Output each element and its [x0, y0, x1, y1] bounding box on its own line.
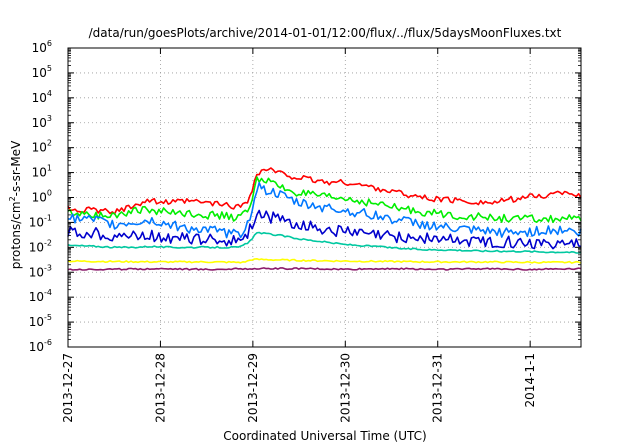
y-tick-label: 10-1: [29, 213, 52, 229]
series-layer: [67, 167, 582, 271]
y-tick-base: 10: [32, 91, 47, 105]
series-line: [67, 181, 582, 239]
y-tick-label: 10-4: [29, 288, 52, 304]
series-line: [67, 167, 582, 215]
y-tick-label: 102: [32, 139, 52, 155]
y-tick-label: 10-3: [29, 263, 52, 279]
y-axis-label-sup: 2: [8, 196, 17, 201]
y-tick-labels: 10-610-510-410-310-210-11001011021031041…: [29, 39, 52, 354]
chart-title: /data/run/goesPlots/archive/2014-01-01/1…: [89, 26, 562, 40]
y-tick-exp: 3: [47, 114, 52, 123]
y-tick-base: 10: [29, 290, 44, 304]
y-tick-label: 104: [32, 89, 52, 105]
y-tick-exp: 2: [47, 139, 52, 148]
y-tick-exp: 1: [47, 164, 52, 173]
y-tick-base: 10: [29, 240, 44, 254]
y-tick-exp: -2: [44, 238, 52, 247]
y-tick-base: 10: [32, 41, 47, 55]
y-tick-label: 103: [32, 114, 52, 130]
series-line: [67, 267, 582, 271]
y-tick-base: 10: [32, 166, 47, 180]
y-tick-label: 101: [32, 164, 52, 180]
y-tick-exp: 4: [47, 89, 52, 98]
x-tick-labels: 2013-12-27 2013-12-28 2013-12-29 2013-12-30…: [61, 353, 537, 423]
y-tick-base: 10: [32, 141, 47, 155]
y-tick-exp: -4: [44, 288, 52, 297]
y-tick-base: 10: [32, 191, 47, 205]
y-tick-exp: 5: [47, 64, 52, 73]
x-tick-label: 2013-12-30: [338, 353, 352, 423]
x-axis-label: Coordinated Universal Time (UTC): [223, 429, 426, 443]
y-tick-base: 10: [32, 66, 47, 80]
y-axis-label: protons/cm2-s-sr-MeV: [8, 140, 23, 269]
y-tick-exp: -3: [44, 263, 52, 272]
y-tick-base: 10: [29, 340, 44, 354]
y-tick-base: 10: [29, 265, 44, 279]
y-tick-exp: -1: [44, 213, 52, 222]
series-line: [67, 176, 582, 224]
x-tick-label: 2013-12-28: [153, 353, 167, 423]
series-line: [67, 209, 582, 250]
y-tick-label: 10-2: [29, 238, 52, 254]
y-tick-base: 10: [29, 215, 44, 229]
y-tick-exp: -5: [44, 313, 52, 322]
y-axis-label-base: protons/cm: [9, 201, 23, 269]
y-tick-base: 10: [29, 315, 44, 329]
y-tick-label: 10-5: [29, 313, 52, 329]
y-tick-label: 100: [32, 189, 52, 205]
y-tick-exp: 0: [47, 189, 52, 198]
x-tick-label: 2013-12-31: [431, 353, 445, 423]
ticks: [67, 47, 581, 348]
y-tick-label: 10-6: [29, 338, 52, 354]
y-tick-label: 105: [32, 64, 52, 80]
series-line: [67, 257, 582, 264]
y-tick-exp: -6: [44, 338, 52, 347]
x-tick-label: 2014-1-1: [523, 353, 537, 407]
series-line: [67, 231, 582, 254]
x-tick-label: 2013-12-27: [61, 353, 75, 423]
y-tick-base: 10: [32, 116, 47, 130]
y-axis-label-rest: -s-sr-MeV: [9, 140, 23, 196]
y-tick-label: 106: [32, 39, 52, 55]
y-tick-exp: 6: [47, 39, 52, 48]
x-tick-label: 2013-12-29: [246, 353, 260, 423]
